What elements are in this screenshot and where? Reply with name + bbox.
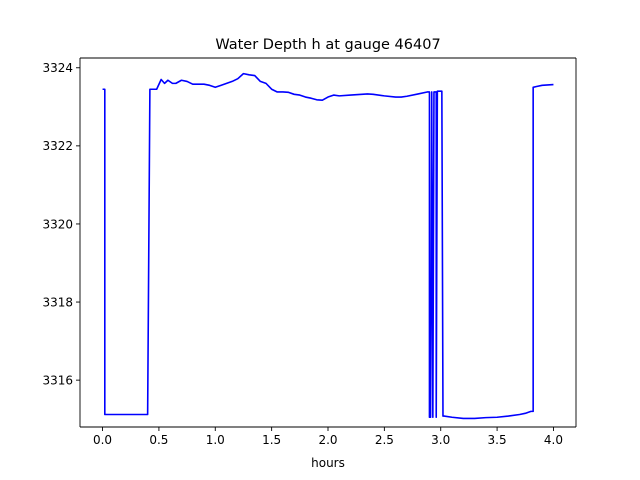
x-tick-label: 0.5 [149,433,168,447]
series-line [102,72,554,420]
x-axis-label: hours [311,456,345,470]
chart-title: Water Depth h at gauge 46407 [215,37,440,53]
y-tick-label: 3318 [42,295,73,309]
x-tick-label: 4.0 [544,433,563,447]
x-tick-label: 0.0 [93,433,112,447]
y-tick-label: 3322 [42,139,73,153]
y-tick-label: 3320 [42,217,73,231]
x-tick-label: 2.0 [318,433,337,447]
y-tick-label: 3316 [42,373,73,387]
x-tick-label: 1.5 [262,433,281,447]
x-tick-label: 2.5 [375,433,394,447]
y-tick-label: 3324 [42,61,73,75]
plot-area: 0.0 0.5 1.0 1.5 2.0 2.5 3.0 3.5 4.0 3316 3318 3320 3… [42,57,577,447]
x-tick-label: 3.5 [488,433,507,447]
x-tick-label: 3.0 [431,433,450,447]
x-tick-label: 1.0 [206,433,225,447]
